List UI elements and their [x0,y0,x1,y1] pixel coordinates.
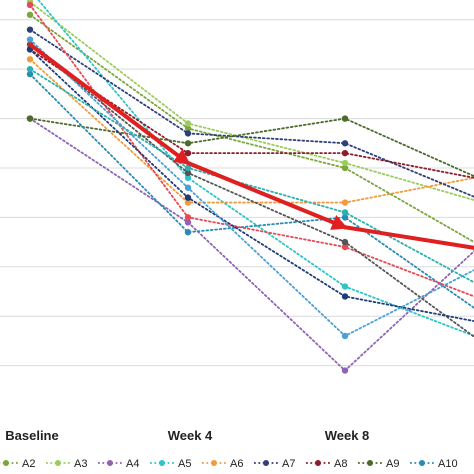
series-9-point-0 [26,70,34,78]
series-12-point-1 [184,194,192,201]
x-tick-labels: Baseline Week 4 Week 8 [5,428,369,443]
series-9-point-1 [184,229,192,236]
series-14-point-0 [26,65,34,73]
legend-label-2: A3 [74,458,87,470]
series-line-14 [29,68,474,284]
legend-marker-2 [55,460,61,466]
legend-marker-9 [419,460,425,466]
legend-marker-8 [367,460,373,466]
series-line-2 [29,1,474,201]
series-2-point-1 [184,120,192,127]
series-line-10 [29,4,474,298]
series-11-point-1 [184,169,192,177]
x-tick-label-1: Week 4 [168,428,213,443]
series-line-6 [29,28,474,198]
series-3-point-1 [184,219,192,226]
x-tick-label-0: Baseline [5,428,58,443]
series-3-point-2 [341,367,349,374]
series-5-point-0 [26,56,34,63]
series-14-point-2 [341,209,349,216]
series-13-point-2 [341,332,349,340]
series-line-4 [37,0,474,337]
series-12-point-2 [341,293,349,300]
series-7-point-1 [184,149,192,157]
series-10-point-1 [184,214,192,221]
series-10-point-0 [26,1,34,9]
series-10-point-2 [341,243,349,251]
series-7-point-2 [341,149,349,157]
legend-label-9: A10 [438,458,458,470]
legend: A2 A3 A4 A5 A6 A7 A8 A9 A10 [0,458,458,470]
series-line-1 [29,13,474,244]
series-line-3 [29,117,474,372]
legend-marker-4 [159,460,165,466]
legend-label-4: A5 [178,458,191,470]
series-line-9 [29,73,474,309]
series-1-point-2 [341,164,349,172]
legend-label-1: A2 [22,458,35,470]
legend-label-7: A8 [334,458,347,470]
series-line-13 [29,38,474,338]
series-4-point-2 [341,283,349,290]
series-1-point-0 [26,11,34,19]
series-lines [29,0,474,372]
series-line-11 [29,43,474,338]
legend-marker-1 [3,460,9,466]
series-11-point-2 [341,238,349,246]
legend-label-6: A7 [282,458,295,470]
legend-marker-7 [315,460,321,466]
mean-trend [28,42,474,250]
legend-label-5: A6 [230,458,243,470]
series-line-12 [29,48,474,323]
trend-segment-0 [28,42,191,166]
legend-label-3: A4 [126,458,139,470]
trend-segment-1 [186,161,348,230]
legend-marker-5 [211,460,217,466]
series-13-point-1 [184,184,192,191]
series-6-point-2 [341,140,349,147]
series-6-point-0 [26,26,34,33]
series-points [26,0,349,374]
series-8-point-2 [341,115,349,122]
x-tick-label-2: Week 8 [325,428,370,443]
series-1-point-1 [184,125,192,132]
series-5-point-2 [341,199,349,206]
y-gridlines [0,19,474,367]
trend-segment-2 [343,225,474,250]
series-6-point-1 [184,130,192,137]
series-line-8 [29,117,474,178]
legend-label-8: A9 [386,458,399,470]
series-8-point-1 [184,140,192,147]
series-8-point-0 [26,115,34,122]
legend-marker-3 [107,460,113,466]
series-14-point-1 [184,164,192,172]
series-4-point-1 [184,174,192,182]
series-2-point-2 [341,159,349,167]
series-5-point-1 [184,199,192,206]
series-13-point-0 [26,36,34,43]
legend-marker-6 [263,460,269,466]
